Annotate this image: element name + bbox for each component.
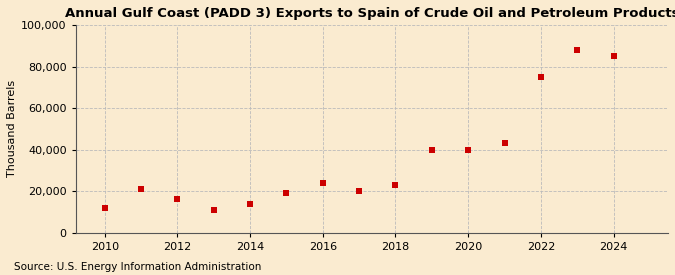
Point: [354, 189, 364, 193]
Point: [172, 197, 183, 202]
Point: [427, 147, 437, 152]
Point: [136, 187, 146, 191]
Point: [499, 141, 510, 145]
Y-axis label: Thousand Barrels: Thousand Barrels: [7, 80, 17, 177]
Point: [209, 208, 219, 212]
Point: [317, 181, 328, 185]
Text: Source: U.S. Energy Information Administration: Source: U.S. Energy Information Administ…: [14, 262, 261, 272]
Point: [463, 147, 474, 152]
Point: [281, 191, 292, 195]
Point: [99, 205, 110, 210]
Point: [608, 54, 619, 59]
Point: [535, 75, 546, 79]
Point: [572, 48, 583, 52]
Point: [245, 201, 256, 206]
Title: Annual Gulf Coast (PADD 3) Exports to Spain of Crude Oil and Petroleum Products: Annual Gulf Coast (PADD 3) Exports to Sp…: [65, 7, 675, 20]
Point: [390, 183, 401, 187]
